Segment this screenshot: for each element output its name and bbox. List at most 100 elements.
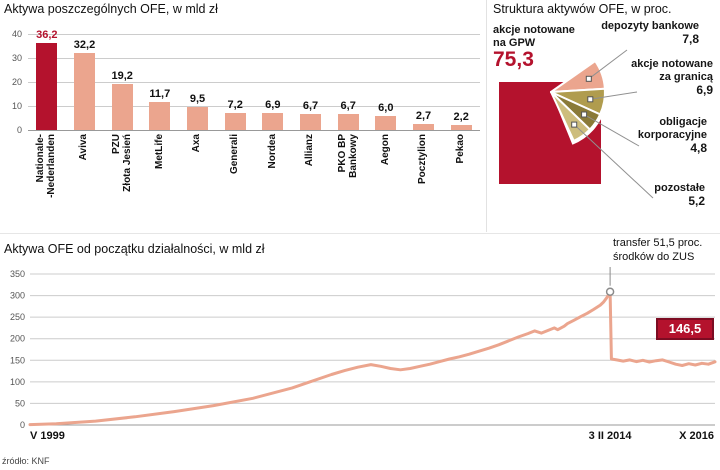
bar-category-text: PKO BP Bankowy — [336, 134, 359, 222]
bar — [413, 123, 434, 130]
y-axis-tick-label: 0 — [16, 125, 22, 135]
grid-line — [28, 106, 480, 107]
bar-value-label: 9,5 — [189, 93, 206, 106]
y-axis-tick-label: 350 — [10, 269, 25, 279]
structure-chart-canvas — [499, 49, 654, 199]
asset-line-series — [28, 290, 717, 427]
slice-label-gpw: akcje notowane na GPW — [493, 24, 575, 50]
bar-category-text: Generali — [228, 134, 241, 222]
bar-category-line: MetLife — [153, 134, 165, 169]
connector-marker — [585, 75, 592, 82]
slice-label-depozyty: depozyty bankowe 7,8 — [601, 20, 699, 46]
structure-chart-panel: Struktura aktywów OFE, w proc. akcje not… — [486, 0, 720, 232]
bar-chart-panel: Aktywa poszczególnych OFE, w mld zł 0 10 2… — [0, 0, 484, 232]
slice-label-line: pozostałe — [654, 182, 705, 194]
bar-category-line: PKO BP — [336, 134, 348, 173]
x-axis-tick-label: 3 II 2014 — [589, 430, 633, 442]
grid-line — [28, 130, 480, 131]
bar-chart-title: Aktywa poszczególnych OFE, w mld zł — [4, 2, 218, 16]
bar-category-text: Nationale- -Nederlanden — [35, 134, 57, 222]
line-chart-title: Aktywa OFE od początku działalności, w m… — [4, 242, 265, 256]
bar-value-label: 32,2 — [73, 38, 96, 51]
bar-category-line: Aegon — [379, 134, 391, 166]
bar-category-line: Pekao — [454, 134, 466, 164]
end-value-badge: 146,5 — [656, 318, 714, 340]
bar-value-label: 6,9 — [265, 99, 281, 112]
bar — [74, 52, 95, 130]
y-axis-tick-label: 100 — [10, 377, 25, 387]
structure-chart-title: Struktura aktywów OFE, w proc. — [493, 2, 672, 16]
grid-line — [28, 34, 480, 35]
bar — [375, 115, 397, 130]
bar-category-text: Allianz — [304, 134, 316, 222]
bar-value-label: 19,2 — [111, 69, 133, 82]
bar — [187, 107, 208, 130]
y-axis-tick-label: 0 — [20, 420, 25, 430]
bar-value-label: 6,7 — [302, 99, 319, 112]
bar — [111, 83, 133, 130]
bar — [450, 124, 472, 130]
bar-value-label: 36,2 — [36, 29, 58, 42]
bar — [224, 112, 246, 130]
y-axis-tick-label: 200 — [10, 334, 25, 344]
bar-category-text: Nordea — [267, 134, 279, 222]
slice-label-line: na GPW — [493, 37, 536, 49]
bar-category-line: Pocztylion — [417, 134, 429, 185]
x-axis-tick-label: V 1999 — [30, 430, 65, 442]
bar-category-text: Pocztylion — [417, 134, 429, 222]
bar-category-text: Axa — [191, 134, 203, 222]
bar-category-line: Allianz — [304, 134, 316, 167]
slice-label-obligacje: obligacje korporacyjne 4,8 — [638, 116, 707, 155]
slice-value-gpw: 75,3 — [493, 48, 534, 71]
bar-value-label: 6,7 — [340, 99, 356, 112]
grid-line — [28, 58, 480, 59]
bar — [149, 101, 171, 130]
source-note: źródło: KNF — [2, 456, 50, 466]
bar — [300, 113, 321, 130]
bar-category-text: Aegon — [379, 134, 392, 222]
y-axis-tick-label: 150 — [10, 355, 25, 365]
bar-value-label: 6,0 — [378, 101, 394, 114]
connector-line — [588, 49, 628, 80]
slice-label-line: akcje notowane — [631, 58, 713, 70]
bar — [262, 113, 284, 130]
slice-value: 6,9 — [696, 83, 713, 97]
bar-category-text: Aviva — [78, 134, 90, 222]
slice-label-akcje-zagranica: akcje notowane za granicą 6,9 — [631, 58, 713, 97]
bar-category-line: PZU — [110, 134, 122, 154]
wedge-0 — [550, 60, 606, 93]
slice-label-line: korporacyjne — [637, 129, 707, 141]
line-chart-canvas: 0 50 100 150 200 250 300 350 V 1999 3 II 2014 X 20… — [10, 267, 717, 442]
annotation-line: środków do ZUS — [613, 251, 695, 263]
bar-category-line: Axa — [191, 134, 203, 153]
grid-line — [28, 82, 480, 83]
slice-label-line: za granicą — [659, 71, 713, 83]
connector-line — [590, 91, 638, 100]
slice-label-pozostale: pozostałe 5,2 — [654, 182, 705, 208]
bar-value-label: 7,2 — [227, 98, 243, 111]
bar-category-text: Pekao — [454, 134, 467, 222]
slice-value: 4,8 — [690, 141, 707, 155]
bar-category-line: Złota Jesień — [121, 134, 133, 192]
connector-line — [573, 124, 654, 199]
connector-line — [583, 114, 640, 147]
y-axis-tick-label: 10 — [11, 101, 22, 111]
slice-label-line: obligacje — [659, 116, 707, 128]
connector-marker — [587, 96, 594, 103]
bar-category-line: -Nederlanden — [45, 134, 57, 198]
slice-value: 7,8 — [682, 32, 699, 46]
peak-marker — [605, 287, 615, 296]
slice-label-line: akcje notowane — [493, 24, 575, 36]
connector-marker — [571, 121, 578, 128]
connector-marker — [581, 111, 588, 118]
bar-category-text: PZU Złota Jesień — [110, 134, 133, 222]
bar — [337, 113, 359, 130]
bar-category-line: Generali — [228, 134, 240, 175]
bar-value-label: 2,2 — [453, 110, 469, 123]
bar-value-label: 2,7 — [415, 109, 432, 122]
y-axis-tick-label: 20 — [11, 77, 22, 87]
y-axis-tick-label: 300 — [10, 291, 25, 301]
y-axis-tick-label: 250 — [10, 312, 25, 322]
bar-category-text: MetLife — [153, 134, 166, 222]
transfer-annotation: transfer 51,5 proc. środków do ZUS — [613, 236, 702, 264]
